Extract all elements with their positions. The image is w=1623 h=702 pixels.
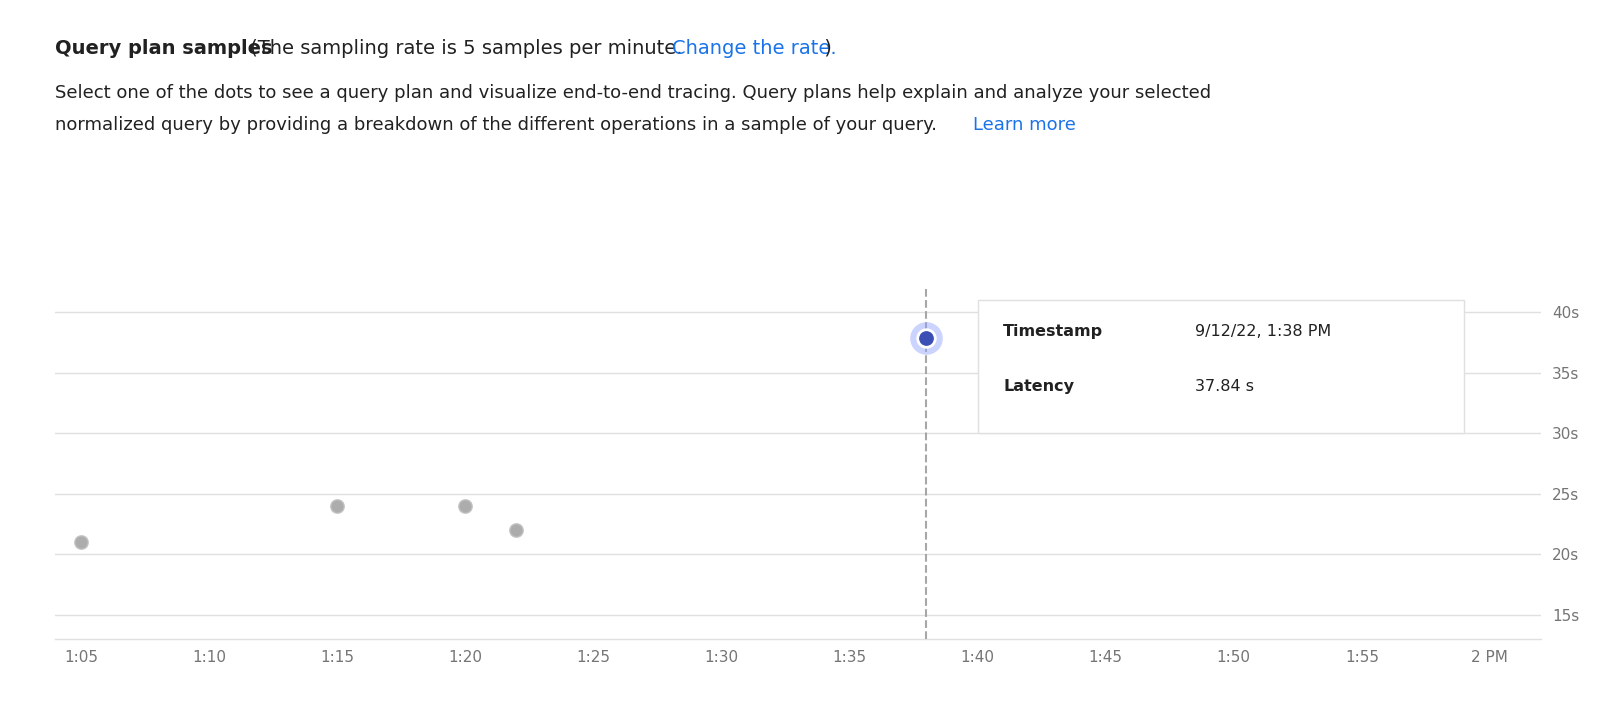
Text: Select one of the dots to see a query plan and visualize end-to-end tracing. Que: Select one of the dots to see a query pl… — [55, 84, 1211, 102]
Text: Query plan samples: Query plan samples — [55, 39, 273, 58]
Point — [68, 536, 94, 548]
Point — [325, 500, 351, 511]
Text: (The sampling rate is 5 samples per minute.: (The sampling rate is 5 samples per minu… — [243, 39, 688, 58]
Text: ): ) — [818, 39, 833, 58]
FancyBboxPatch shape — [977, 300, 1464, 433]
Text: 9/12/22, 1:38 PM: 9/12/22, 1:38 PM — [1195, 324, 1331, 339]
Point — [451, 500, 477, 511]
Point — [503, 524, 529, 536]
Text: Latency: Latency — [1003, 378, 1073, 394]
Point — [912, 333, 938, 344]
Text: 37.84 s: 37.84 s — [1195, 378, 1253, 394]
Text: Timestamp: Timestamp — [1003, 324, 1102, 339]
Text: normalized query by providing a breakdown of the different operations in a sampl: normalized query by providing a breakdow… — [55, 116, 936, 134]
Text: Learn more: Learn more — [972, 116, 1074, 134]
Text: Change the rate.: Change the rate. — [672, 39, 836, 58]
Point — [912, 333, 938, 344]
